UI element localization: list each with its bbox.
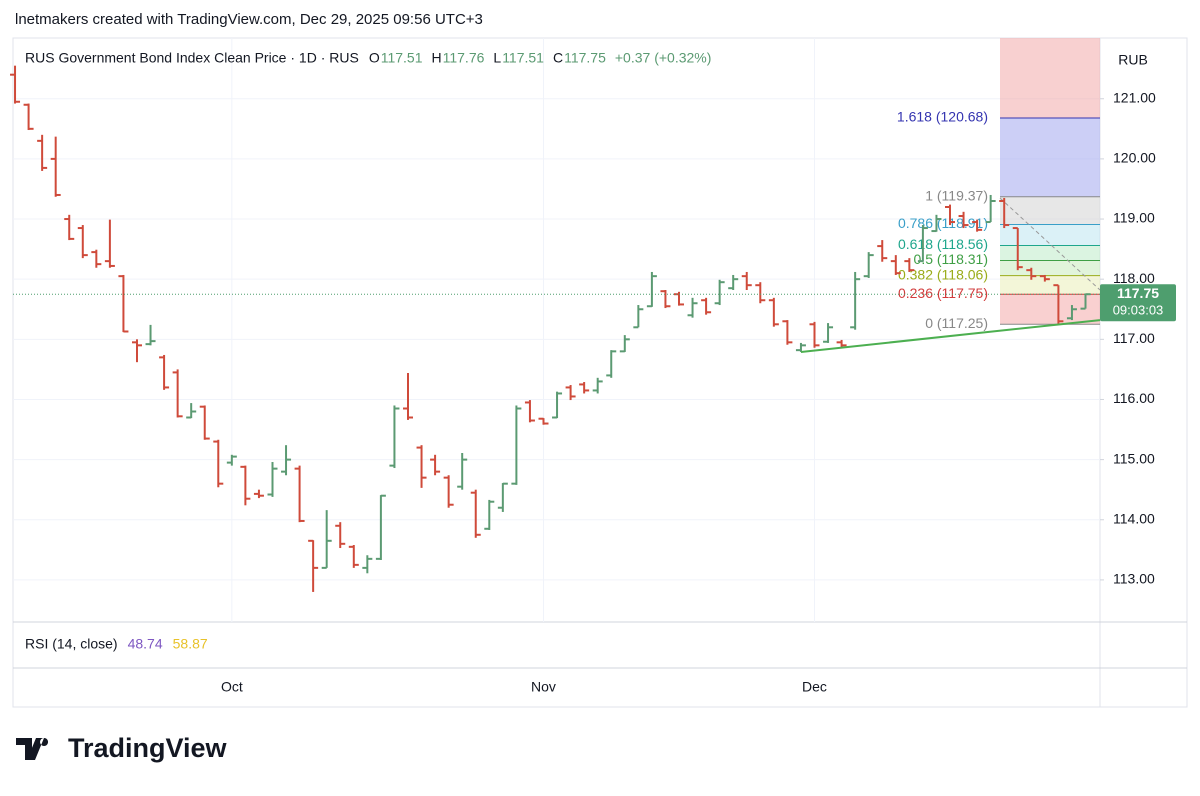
y-tick-label: 121.00	[1113, 89, 1156, 105]
trendline	[800, 319, 1101, 353]
y-tick-label: 114.00	[1113, 510, 1155, 526]
fib-label: 0.786 (118.91)	[898, 215, 988, 231]
fib-retracement: 0 (117.25)0.236 (117.75)0.382 (118.06)0.…	[897, 38, 1100, 331]
rsi-value: 58.87	[173, 636, 208, 652]
fib-zone	[1000, 260, 1100, 276]
brand: TradingView	[68, 733, 228, 763]
chart-title: RUS Government Bond Index Clean Price · …	[25, 50, 359, 66]
last-price-tag	[1100, 284, 1176, 322]
legend-ohlc: O 117.51 H 117.76 L 117.51 C 117.75 +0.37 (+0.32…	[369, 50, 712, 66]
fib-zone	[1000, 196, 1100, 225]
fib-label: 0.236 (117.75)	[898, 285, 988, 301]
overlay: 48.74 58.87 117.75 09:03:03	[13, 284, 1176, 652]
fib-label: 0 (117.25)	[925, 315, 988, 331]
fib-label: 1.618 (120.68)	[897, 109, 988, 125]
ohlc-value: 117.76	[443, 50, 485, 66]
y-tick-label: 119.00	[1113, 210, 1155, 226]
x-tick-label: Dec	[802, 679, 827, 695]
y-tick-label: 115.00	[1113, 450, 1155, 466]
rsi-value: 48.74	[128, 636, 163, 652]
fib-zone	[1000, 38, 1100, 118]
ohlc-value: 117.51	[502, 50, 544, 66]
rsi-label: RSI (14, close)	[25, 636, 118, 652]
currency-box	[1104, 44, 1162, 78]
watermark: lnetmakers created with TradingView.com,…	[15, 11, 483, 28]
logo: TradingView	[16, 733, 228, 763]
fib-zone	[1000, 275, 1100, 295]
ohlc-value: 117.75	[564, 50, 606, 66]
countdown: 09:03:03	[1113, 303, 1164, 318]
y-tick-label: 116.00	[1113, 390, 1155, 406]
fib-label: 1 (119.37)	[925, 187, 988, 203]
y-tick-label: 120.00	[1113, 150, 1156, 166]
fib-zone	[1000, 117, 1100, 197]
y-tick-label: 118.00	[1113, 270, 1155, 286]
chart-frame	[12, 37, 1188, 708]
logo-mark	[16, 738, 49, 760]
ohlc-key: H	[431, 50, 441, 66]
last-price-label: 117.75	[1117, 285, 1159, 301]
fib-zone	[1000, 224, 1100, 246]
x-tick-label: Oct	[221, 679, 243, 695]
fib-label: 0.618 (118.56)	[898, 236, 988, 252]
fib-trend	[999, 197, 1101, 291]
x-tick-label: Nov	[531, 679, 556, 695]
ohlc-key: L	[493, 50, 501, 66]
ohlc-key: O	[369, 50, 380, 66]
change: +0.37 (+0.32%)	[615, 50, 712, 66]
y-tick-label: 113.00	[1113, 571, 1155, 587]
fib-label: 0.5 (118.31)	[914, 251, 988, 267]
fib-label: 0.382 (118.06)	[898, 266, 988, 282]
ohlc-value: 117.51	[381, 50, 423, 66]
ohlc-key: C	[553, 50, 563, 66]
fib-zone	[1000, 245, 1100, 261]
bars	[10, 65, 1091, 592]
currency: RUB	[1118, 52, 1148, 68]
y-tick-label: 117.00	[1113, 330, 1155, 346]
